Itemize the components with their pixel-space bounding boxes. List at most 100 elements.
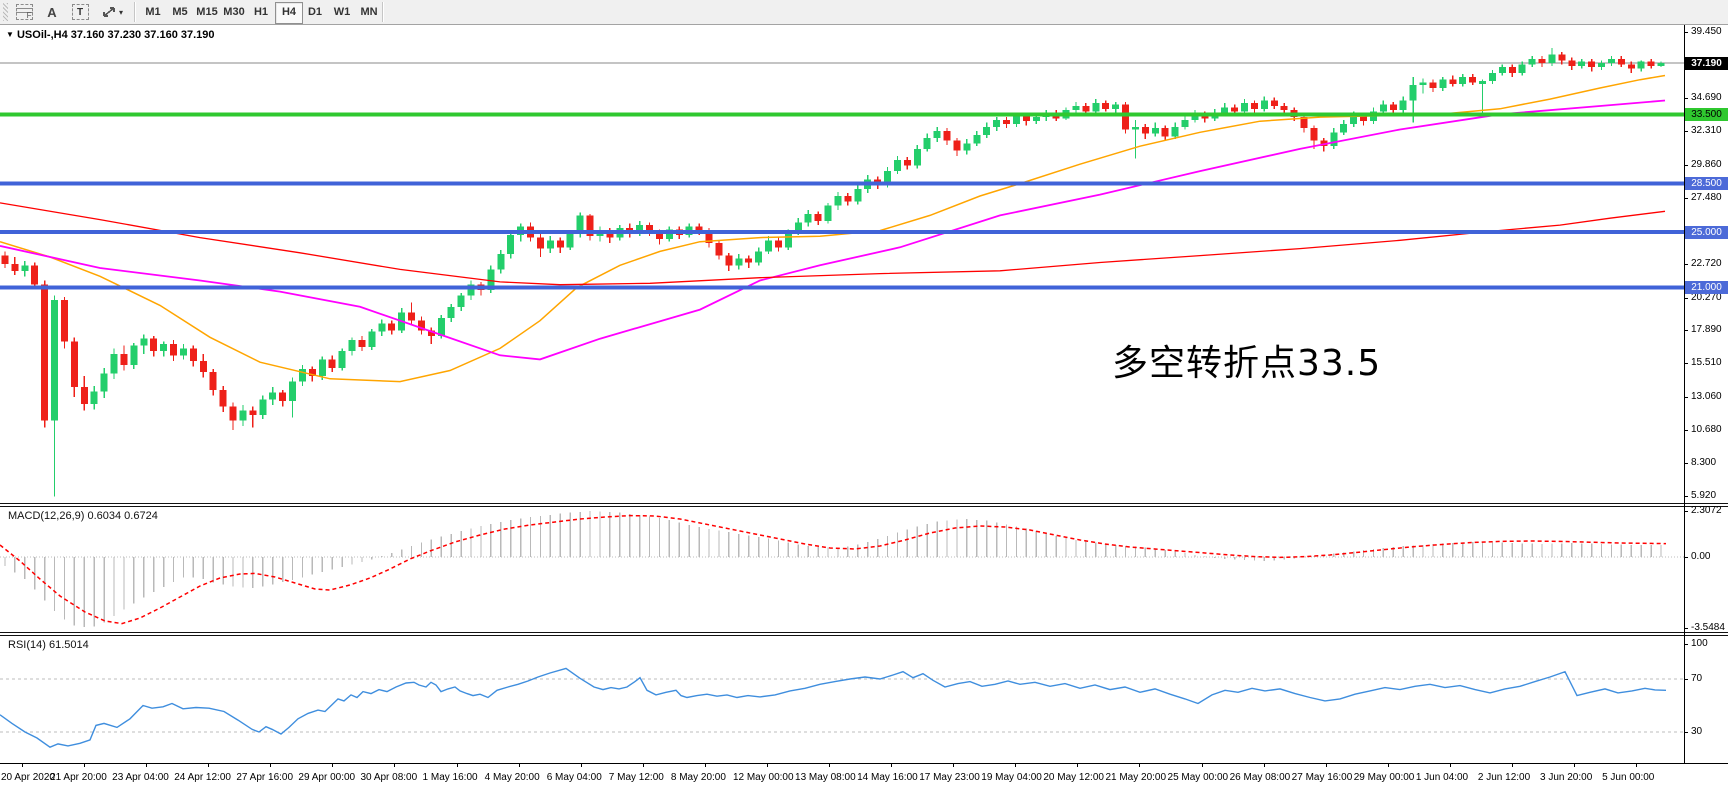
main-chart-canvas[interactable] [0,25,1684,503]
price-scale-tick [1684,130,1688,132]
time-axis-label: 13 May 08:00 [795,772,856,783]
candle [1241,103,1249,112]
rsi-scale-tick [1684,679,1688,680]
text-box-icon-glyph: T [71,4,89,20]
chart-ohlc-quote: 37.160 37.230 37.160 37.190 [70,29,215,41]
candle [1598,63,1606,68]
candle [130,345,138,365]
candle [884,171,892,185]
time-axis-label: 5 Jun 00:00 [1602,772,1655,783]
timeframe-button-m15[interactable]: M15 [196,6,218,18]
candle [1350,115,1358,124]
candle [1518,64,1526,73]
rsi-panel-canvas[interactable] [0,635,1684,763]
time-axis-label: 30 Apr 08:00 [360,772,418,783]
timeframe-button-h4[interactable]: H4 [275,2,303,24]
timeframe-button-m5[interactable]: M5 [172,6,188,18]
candle [249,410,257,415]
candle [457,295,465,307]
time-axis-tick [1201,763,1203,767]
timeframe-button-m1[interactable]: M1 [145,6,161,18]
time-axis-tick [332,763,334,767]
candle [11,263,19,271]
time-axis-label: 1 May 16:00 [422,772,478,783]
price-scale-border [1684,25,1685,763]
ma-red[interactable] [0,202,1666,286]
timeframe-button-d1[interactable]: D1 [307,6,323,18]
time-axis-tick [580,763,582,767]
move-arrows-icon[interactable]: ▾ [96,2,128,22]
text-label-icon[interactable]: A [47,4,57,20]
toolbar-grip[interactable] [3,3,8,21]
candle [219,389,227,407]
candle [348,340,356,352]
candle [199,360,207,372]
toolbar: F A T ▾ M1 M5 M15 M30 H1 H4 D1 W1 MN [0,0,1728,25]
candle [824,205,832,221]
time-axis-tick [1263,763,1265,767]
candle [665,229,673,239]
ma-magenta[interactable] [0,99,1666,361]
price-scale-label: 20.270 [1691,291,1722,303]
timeframe-button-m30[interactable]: M30 [223,6,245,18]
candle [695,226,703,231]
candle [1260,100,1268,109]
panel-divider[interactable] [0,632,1728,636]
fibonacci-icon-glyph: F [15,4,33,20]
macd-indicator-label: MACD(12,26,9) 0.6034 0.6724 [8,510,158,522]
chevron-down-icon: ▾ [118,7,123,17]
candle [368,331,376,347]
candle [259,399,267,415]
candle [1498,67,1506,73]
time-axis-label: 1 Jun 04:00 [1415,772,1469,783]
candle [1558,54,1566,61]
time-axis-label: 23 Apr 04:00 [112,772,169,783]
candle [953,140,961,151]
candle [1122,104,1130,130]
price-level-tag: 21.000 [1685,280,1728,294]
candle [725,255,733,266]
time-axis-label: 29 May 00:00 [1353,772,1415,783]
price-scale-tick [1684,330,1688,332]
current-price-tag: 37.190 [1685,56,1728,70]
candle [229,406,237,421]
text-box-icon[interactable]: T [68,2,92,22]
candle [417,320,425,331]
time-axis-tick [270,763,272,767]
candle [1578,61,1586,66]
candle [814,214,822,221]
timeframe-button-w1[interactable]: W1 [333,6,351,18]
time-axis-tick [1015,763,1017,767]
chart-text-annotation[interactable]: 多空转折点33.5 [1112,343,1382,384]
time-axis-label: 24 Apr 12:00 [174,772,231,783]
candle [1528,58,1536,65]
candle [318,359,326,377]
macd-panel-canvas[interactable] [0,507,1684,633]
time-axis-label: 21 May 20:00 [1105,772,1167,783]
price-scale-label: 15.510 [1691,357,1722,369]
price-scale-tick [1684,430,1688,432]
candle [1191,114,1199,120]
timeframe-button-h1[interactable]: H1 [253,6,269,18]
candle [1032,117,1040,122]
candle [1,255,9,264]
candle [1171,126,1179,137]
ma-orange[interactable] [0,74,1666,383]
time-axis-border [0,763,1728,764]
price-scale-tick [1684,397,1688,399]
fibonacci-icon[interactable]: F [12,2,36,22]
price-scale-label: 10.680 [1691,424,1722,436]
price-scale-label: 22.720 [1691,257,1722,269]
price-scale-label: 5.920 [1691,490,1717,502]
panel-divider[interactable] [0,503,1728,507]
timeframe-button-mn[interactable]: MN [360,6,378,18]
candle [1469,76,1477,83]
time-axis-tick [1387,763,1389,767]
chart-dropdown-icon[interactable]: ▼ [6,30,14,39]
candle [90,391,98,404]
time-axis-tick [1077,763,1079,767]
price-scale-tick [1684,197,1688,199]
time-axis-tick [518,763,520,767]
candle [328,359,336,368]
chart-title[interactable]: ▼ USOil-,H4 37.160 37.230 37.160 37.190 [6,29,215,41]
